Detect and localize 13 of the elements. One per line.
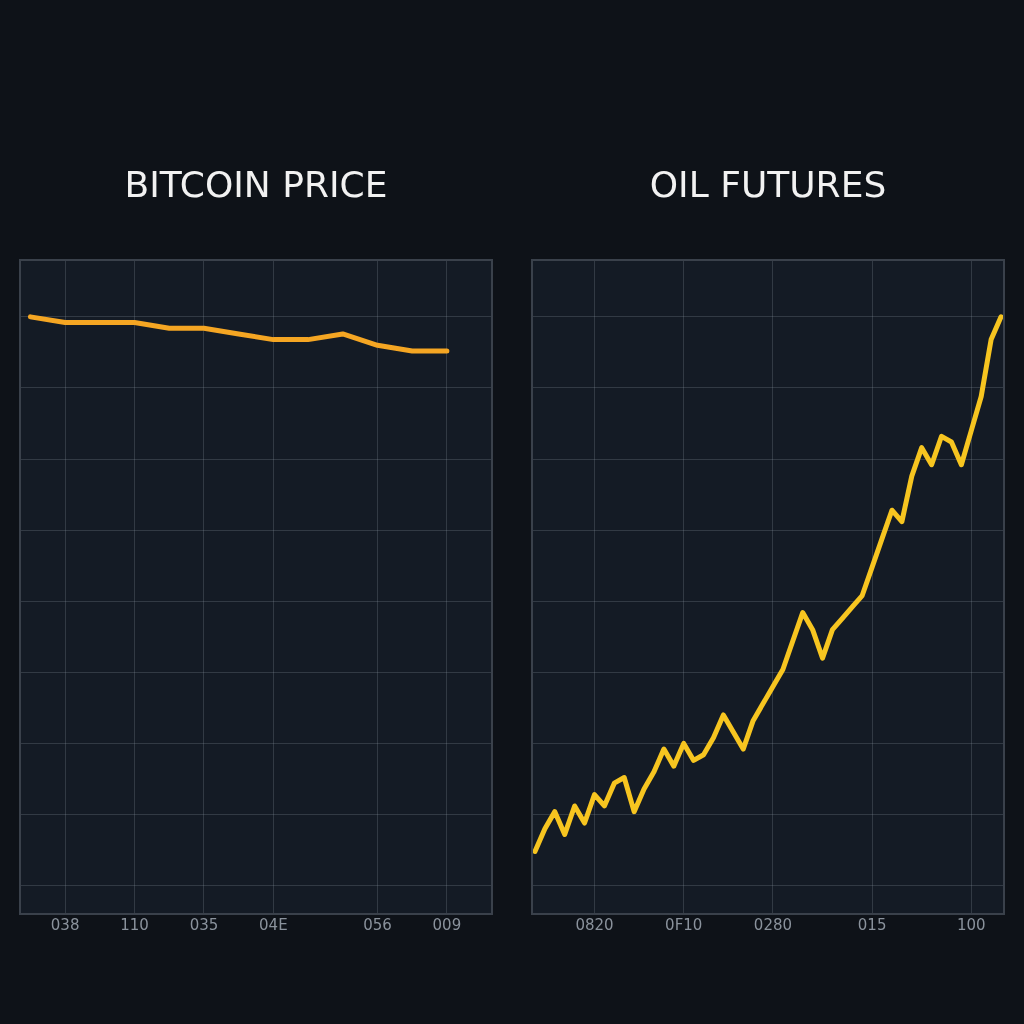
x-tick-label: 038	[50, 916, 80, 934]
chart-title: BITCOIN PRICE	[124, 163, 388, 205]
x-tick-label: 009	[432, 916, 462, 934]
x-tick-label: 056	[363, 916, 392, 934]
x-tick-label: 015	[857, 916, 887, 934]
x-tick-label: 110	[120, 916, 149, 934]
x-tick-label: 0820	[575, 916, 614, 934]
x-tick-label: 100	[956, 916, 986, 934]
chart-title: OIL FUTURES	[649, 163, 887, 205]
x-tick-label: 04E	[259, 916, 288, 934]
x-tick-label: 0F10	[665, 916, 703, 934]
x-tick-label: 0280	[753, 916, 793, 934]
x-tick-label: 035	[189, 916, 219, 934]
